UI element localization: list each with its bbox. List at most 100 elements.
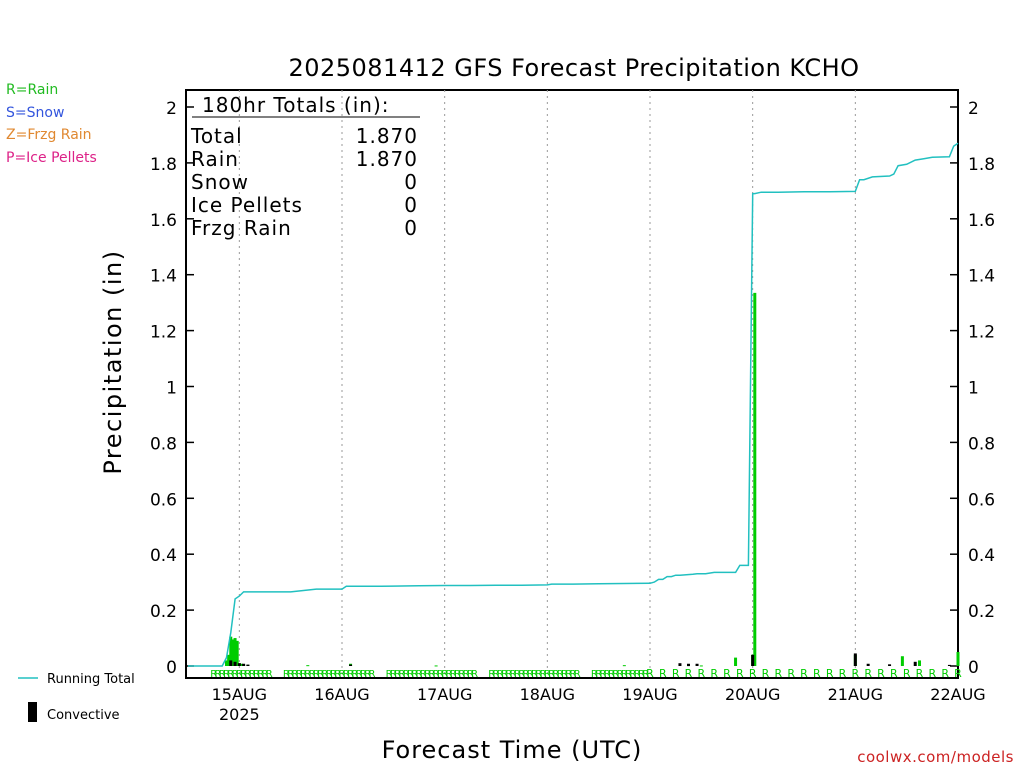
precip-type-marker: R: [437, 669, 444, 680]
running-total-legend-label: Running Total: [47, 672, 135, 687]
precip-type-marker: R: [638, 669, 645, 680]
x-tick-label: 17AUG: [417, 685, 472, 704]
precip-type-marker: R: [386, 669, 393, 680]
precip-type-marker: R: [240, 669, 247, 680]
precip-type-marker: R: [411, 669, 418, 680]
x-tick-label: 18AUG: [520, 685, 575, 704]
chart-title: 2025081412 GFS Forecast Precipitation KC…: [288, 54, 859, 82]
convective-bar: [913, 661, 917, 666]
precip-type-marker: R: [214, 669, 221, 680]
precip-type-marker: R: [450, 669, 457, 680]
right-y-axis: 0 0.2 0.4 0.6 0.8 1 1.2 1.4 1.6 1.8 2: [950, 99, 995, 678]
y-tick-label-right: 1: [968, 379, 979, 399]
rain-bar: [235, 640, 239, 666]
precip-type-marker: R: [347, 669, 354, 680]
precip-type-marker: R: [595, 669, 602, 680]
running-total-line: [188, 142, 959, 667]
convective-legend-label: Convective: [47, 708, 120, 723]
precip-type-marker: R: [621, 669, 628, 680]
precip-type-marker: R: [736, 667, 744, 680]
precip-type-marker: R: [368, 669, 375, 680]
precip-type-marker: R: [390, 669, 397, 680]
y-tick-label-left: 1.8: [150, 155, 177, 175]
precip-type-marker: R: [570, 669, 577, 680]
precip-type-marker: R: [227, 669, 234, 680]
x-tick-label: 15AUG: [212, 685, 267, 704]
precip-type-marker: R: [625, 669, 632, 680]
precip-type-marker: R: [612, 669, 619, 680]
rain-bar: [753, 292, 757, 666]
totals-row-value: 1.870: [356, 147, 418, 171]
convective-bar: [233, 661, 237, 666]
precip-type-marker: R: [394, 669, 401, 680]
precip-type-marker: R: [313, 669, 320, 680]
precip-type-marker: R: [249, 669, 256, 680]
precip-type-marker: R: [646, 667, 654, 680]
precip-type-marker: R: [659, 667, 667, 680]
precip-type-marker: R: [407, 669, 414, 680]
totals-row-label: Rain: [191, 147, 239, 171]
precip-type-marker: R: [800, 667, 808, 680]
y-tick-label-right: 0: [968, 658, 979, 678]
precip-type-marker: R: [360, 669, 367, 680]
precip-type-marker: R: [501, 669, 508, 680]
precip-type-marker: R: [839, 667, 847, 680]
precip-type-marker: R: [787, 667, 795, 680]
precip-type-marker: R: [351, 669, 358, 680]
convective-bar: [695, 663, 699, 666]
precip-type-marker: R: [775, 667, 783, 680]
convective-bar: [866, 663, 870, 666]
y-tick-label-right: 2: [968, 99, 979, 119]
precip-type-marker: R: [317, 669, 324, 680]
precip-type-marker: R: [257, 669, 264, 680]
y-tick-label-left: 2: [166, 99, 177, 119]
precip-type-marker: R: [535, 669, 542, 680]
rain-bar: [434, 665, 438, 667]
precip-type-marker: R: [463, 669, 470, 680]
credit-text: coolwx.com/models: [857, 748, 1014, 766]
precip-type-marker: R: [890, 667, 898, 680]
precip-type-marker: R: [343, 669, 350, 680]
rain-bar: [239, 663, 243, 666]
convective-bar: [888, 664, 892, 666]
precip-type-marker: R: [642, 669, 649, 680]
precip-type-marker: R: [321, 669, 328, 680]
totals-rows: Total 1.870 Rain 1.870 Snow 0 Ice Pellets 0 Frzg…: [190, 124, 418, 240]
x-tick-label: 22AUG: [930, 685, 985, 704]
precip-type-marker: R: [283, 669, 290, 680]
precip-type-marker: R: [458, 669, 465, 680]
precip-type-marker: R: [877, 667, 885, 680]
x-tick-label: 21AUG: [828, 685, 883, 704]
convective-bar: [237, 663, 241, 666]
rain-bar: [231, 639, 235, 666]
totals-row-label: Total: [190, 124, 243, 148]
precip-type-marker: R: [698, 667, 706, 680]
rain-bar: [233, 638, 237, 666]
y-tick-label-right: 1.8: [968, 155, 995, 175]
y-tick-label-right: 0.2: [968, 602, 995, 622]
precip-type-marker: R: [266, 669, 273, 680]
x-tick-sublabel: 2025: [219, 705, 260, 724]
precip-type-marker: R: [424, 669, 431, 680]
convective-bar: [853, 653, 857, 666]
rain-bar: [622, 665, 626, 667]
y-tick-label-left: 0.6: [150, 490, 177, 510]
legend-frzg-rain: Z=Frzg Rain: [6, 127, 92, 143]
precip-type-marker: R: [941, 667, 949, 680]
totals-box: 180hr Totals (in): Total 1.870 Rain 1.870 Sn…: [190, 93, 420, 240]
x-tick-label: 16AUG: [314, 685, 369, 704]
precip-type-marker: R: [864, 667, 872, 680]
precip-type-marker: R: [471, 669, 478, 680]
precip-type-marker: R: [749, 667, 757, 680]
rain-bar: [225, 660, 228, 666]
totals-row-label: Frzg Rain: [191, 216, 292, 240]
y-tick-label-left: 0.2: [150, 602, 177, 622]
precip-type-marker: R: [253, 669, 260, 680]
precip-type-marker: R: [244, 669, 251, 680]
precip-type-marker: R: [433, 669, 440, 680]
legend-snow: S=Snow: [6, 105, 65, 121]
precip-type-marker: R: [232, 669, 239, 680]
precip-type-marker: R: [813, 667, 821, 680]
y-axis-label: Precipitation (in): [99, 249, 127, 474]
rain-bar: [734, 657, 738, 666]
